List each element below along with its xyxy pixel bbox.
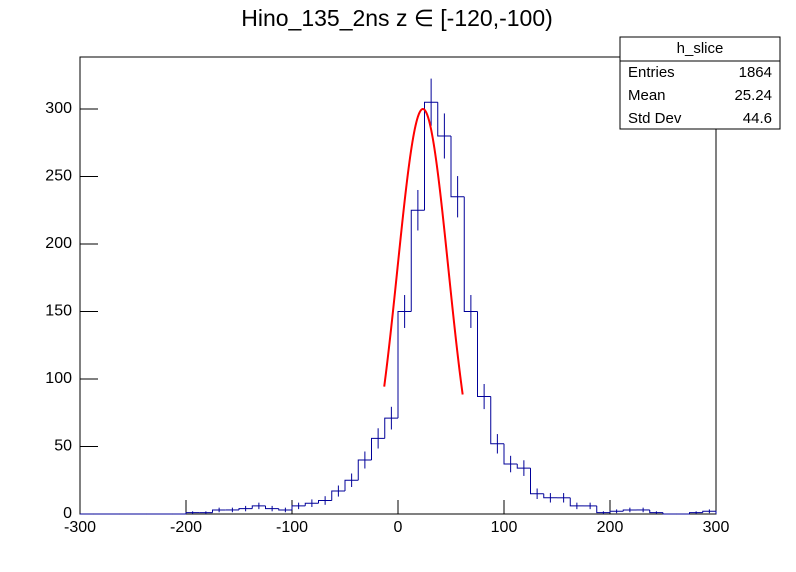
histogram-bin bbox=[238, 508, 253, 510]
x-tick-label: -200 bbox=[170, 519, 202, 536]
histogram-bin bbox=[278, 508, 292, 511]
stats-box bbox=[619, 36, 781, 130]
stats-value: 25.24 bbox=[734, 87, 772, 104]
histogram-bin bbox=[357, 459, 372, 481]
histogram-bin bbox=[251, 505, 266, 509]
histogram-bin bbox=[371, 437, 385, 460]
x-tick-label: 200 bbox=[597, 519, 624, 536]
histogram-bin bbox=[437, 102, 451, 137]
histogram-bin bbox=[503, 443, 518, 465]
x-tick-label: -100 bbox=[276, 519, 308, 536]
histogram-bin bbox=[530, 468, 544, 495]
histogram-bin bbox=[569, 497, 584, 507]
histogram-bin bbox=[516, 464, 531, 469]
y-tick-label: 200 bbox=[45, 235, 72, 252]
histogram-bin bbox=[450, 135, 465, 198]
fit-curve bbox=[383, 107, 464, 395]
histogram-bin bbox=[463, 196, 478, 312]
stats-label: Std Dev bbox=[628, 110, 682, 127]
histogram-bin bbox=[212, 509, 226, 513]
histogram-bin bbox=[344, 479, 359, 492]
y-tick-label: 150 bbox=[45, 303, 72, 320]
histogram-bin bbox=[609, 510, 624, 513]
histogram-bin bbox=[265, 505, 279, 510]
y-tick-label: 250 bbox=[45, 168, 72, 185]
histogram-bin bbox=[331, 490, 345, 501]
histogram-bin bbox=[477, 311, 491, 398]
chart-title: Hino_135_2ns z ∈ [-120,-100) bbox=[241, 5, 553, 31]
stats-title: h_slice bbox=[677, 40, 724, 57]
histogram-bin bbox=[397, 310, 412, 419]
stats-label: Entries bbox=[628, 64, 675, 81]
histogram-bin bbox=[543, 493, 557, 499]
y-tick-label: 50 bbox=[54, 438, 72, 455]
y-tick-label: 100 bbox=[45, 370, 72, 387]
x-tick-label: 300 bbox=[703, 519, 730, 536]
histogram-bin bbox=[596, 505, 610, 514]
histogram-bin bbox=[410, 209, 425, 312]
histogram-bin bbox=[689, 512, 703, 514]
x-tick-label: 0 bbox=[394, 519, 403, 536]
y-tick-label: 300 bbox=[45, 100, 72, 117]
histogram-bin bbox=[662, 512, 677, 515]
histogram-bin bbox=[318, 499, 332, 504]
stats-value: 44.6 bbox=[743, 110, 772, 127]
histogram-bin bbox=[384, 417, 398, 439]
histogram-bin bbox=[304, 502, 319, 506]
stats-value: 1864 bbox=[739, 64, 772, 81]
x-tick-label: -300 bbox=[64, 519, 96, 536]
histogram-bin bbox=[490, 396, 504, 445]
stats-label: Mean bbox=[628, 87, 666, 104]
histogram-bin bbox=[185, 512, 200, 514]
histogram-bin bbox=[622, 509, 637, 512]
histogram-bin bbox=[424, 101, 438, 211]
y-tick-label: 0 bbox=[63, 505, 72, 522]
histogram-bin bbox=[291, 505, 306, 510]
x-tick-label: 100 bbox=[491, 519, 518, 536]
histogram-bin bbox=[649, 509, 663, 514]
